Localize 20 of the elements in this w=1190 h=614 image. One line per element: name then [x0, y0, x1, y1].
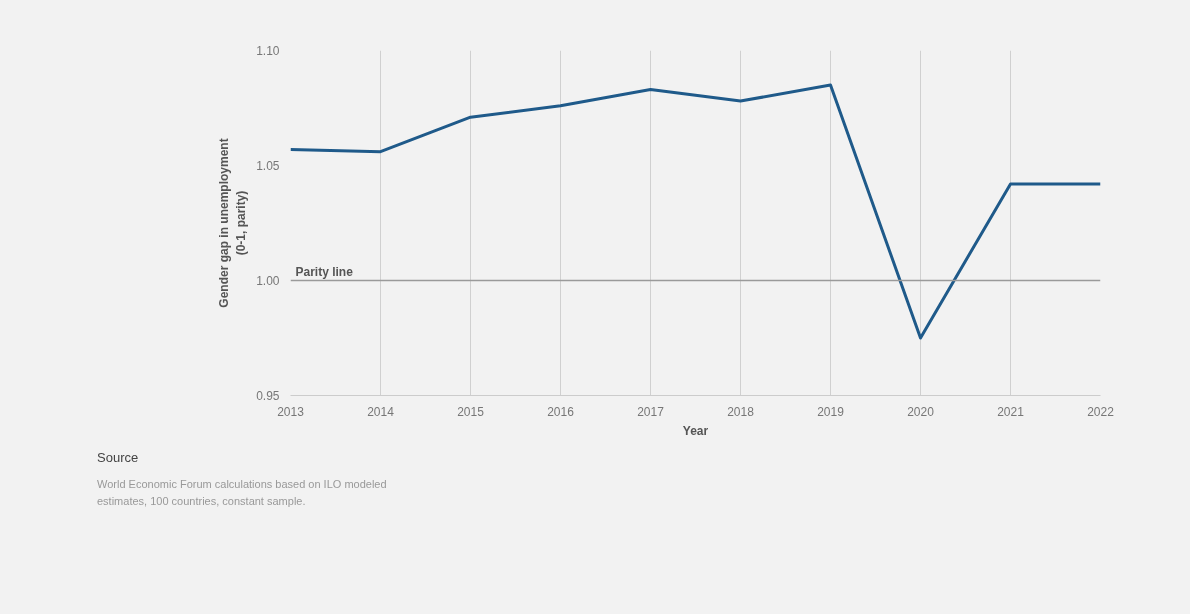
x-tick-label: 2013 [277, 404, 305, 419]
y-tick-label: 1.05 [256, 159, 280, 173]
y-tick-label: 0.95 [256, 389, 280, 403]
y-tick-label: 1.10 [256, 44, 280, 58]
x-tick-label: 2014 [367, 404, 395, 419]
text: World Economic Forum calculations based on ILO modeled estimates, 100 countries, constant sample. [97, 476, 387, 510]
y-tick-label: 1.00 [256, 274, 280, 288]
x-tick-label: 2019 [817, 404, 845, 419]
ref-line-label: Parity line [295, 264, 354, 279]
line-series [290, 83, 1101, 340]
x-tick-label: 2022 [1087, 404, 1115, 419]
x-tick-label: 2021 [997, 404, 1025, 419]
x-tick-label: 2017 [637, 404, 665, 419]
text: Source [97, 449, 140, 467]
x-tick-label: 2016 [547, 404, 575, 419]
x-tick-label: 2020 [907, 404, 935, 419]
x-tick-label: 2018 [727, 404, 755, 419]
x-tick-label: 2015 [457, 404, 485, 419]
y-axis-title: Gender gap in unemployment (0-1, parity) [217, 138, 249, 308]
x-axis-title: Year [682, 423, 709, 438]
